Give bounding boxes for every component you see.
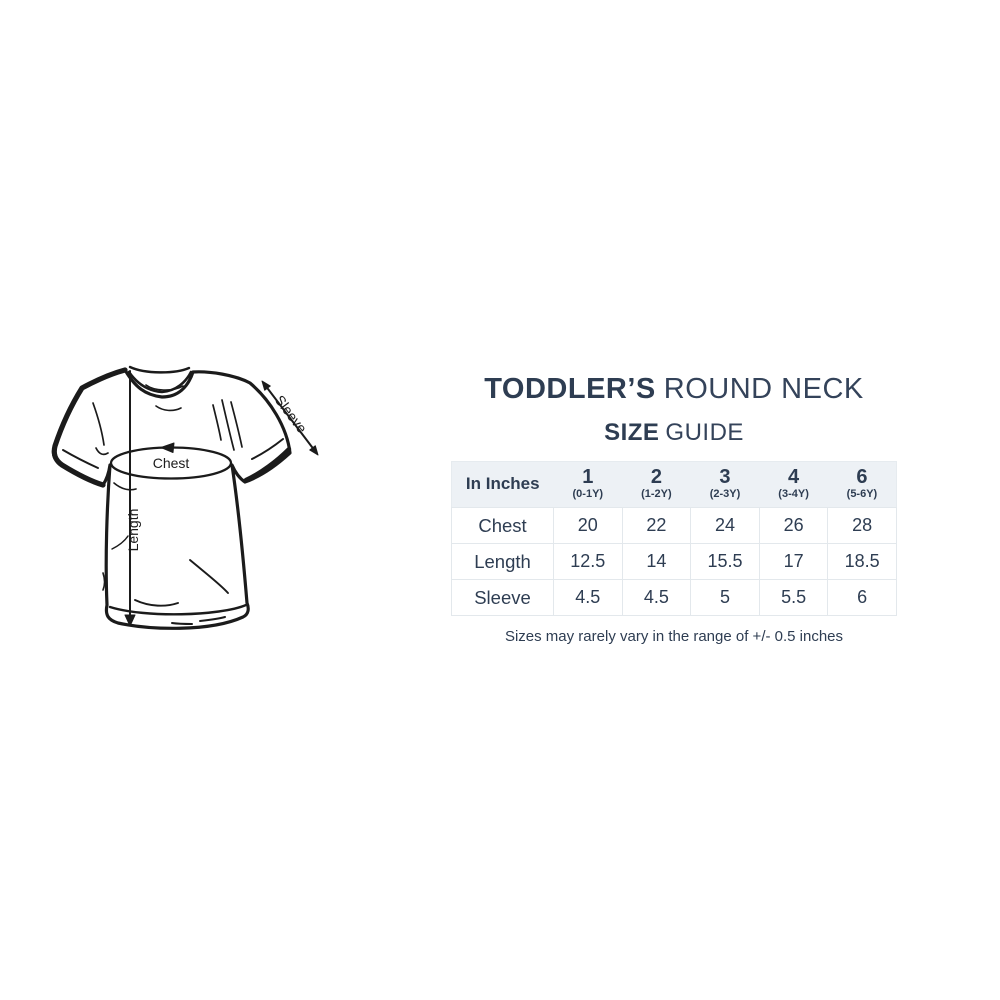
size-guide-subtitle: SIZE GUIDE bbox=[450, 421, 898, 445]
size-chart-table: In Inches 1 (0-1Y) 2 (1-2Y) 3 (2-3Y) bbox=[451, 461, 897, 616]
left-underarm-curl bbox=[95, 447, 109, 456]
chest-label: Chest bbox=[153, 455, 190, 471]
sleeve-value: 6 bbox=[827, 579, 897, 616]
collar-inner-arc bbox=[127, 370, 193, 394]
tshirt-measurement-diagram: Chest Length Sleeve bbox=[50, 355, 322, 645]
table-row-chest: Chest 20 22 24 26 28 bbox=[451, 507, 897, 544]
sleeve-value: 4.5 bbox=[621, 579, 692, 616]
under-collar-wrinkle bbox=[155, 405, 182, 412]
chest-value: 20 bbox=[553, 507, 623, 544]
sleeve-value: 4.5 bbox=[553, 579, 623, 616]
size-number: 6 bbox=[856, 466, 868, 488]
tshirt-right-cuff-stroke bbox=[243, 446, 292, 483]
size-number: 1 bbox=[582, 466, 594, 488]
body-fold-right bbox=[189, 559, 229, 594]
length-value: 18.5 bbox=[827, 543, 897, 580]
size-age-range: (2-3Y) bbox=[709, 488, 741, 500]
chest-value: 26 bbox=[758, 507, 829, 544]
hem-dash-2 bbox=[199, 616, 226, 622]
subtitle-light: GUIDE bbox=[665, 419, 744, 446]
body-fold-bottom bbox=[134, 599, 179, 607]
subtitle-bold: SIZE bbox=[604, 419, 660, 446]
unit-header-cell: In Inches bbox=[451, 461, 554, 508]
hem-dash-1 bbox=[171, 622, 193, 625]
size-variance-footnote: Sizes may rarely vary in the range of +/… bbox=[504, 628, 844, 645]
right-sleeve-fold-1 bbox=[212, 404, 222, 441]
length-leader-line bbox=[111, 535, 129, 550]
length-value: 15.5 bbox=[690, 543, 760, 580]
size-number: 4 bbox=[788, 466, 800, 488]
collar-shading-arc bbox=[145, 384, 184, 391]
sleeve-value: 5 bbox=[690, 579, 760, 616]
chest-value: 24 bbox=[690, 507, 760, 544]
page-title-bold: TODDLER’S bbox=[484, 373, 656, 405]
left-cuff-seam bbox=[62, 449, 99, 469]
size-column-header: 6 (5-6Y) bbox=[827, 461, 897, 508]
sleeve-measure-line bbox=[264, 384, 316, 452]
body-notch-left bbox=[102, 572, 106, 591]
row-label-sleeve: Sleeve bbox=[451, 579, 554, 616]
size-number: 3 bbox=[719, 466, 731, 488]
sleeve-value: 5.5 bbox=[758, 579, 829, 616]
sleeve-arrowhead-top bbox=[261, 380, 271, 391]
sleeve-arrowhead-bottom bbox=[309, 445, 319, 456]
chest-arrowhead bbox=[160, 442, 175, 453]
size-number: 2 bbox=[650, 466, 662, 488]
chest-value: 22 bbox=[621, 507, 692, 544]
length-value: 17 bbox=[758, 543, 829, 580]
table-row-length: Length 12.5 14 15.5 17 18.5 bbox=[451, 543, 897, 580]
tshirt-outline bbox=[51, 368, 292, 630]
page-title-light: ROUND NECK bbox=[663, 373, 864, 405]
size-column-header: 3 (2-3Y) bbox=[690, 461, 760, 508]
size-column-header: 4 (3-4Y) bbox=[759, 461, 828, 508]
chest-value: 28 bbox=[827, 507, 897, 544]
tshirt-diagram-svg: Chest Length Sleeve bbox=[51, 365, 319, 630]
right-sleeve-fold-3 bbox=[230, 401, 243, 448]
right-sleeve-fold-2 bbox=[221, 399, 235, 451]
tshirt-left-shoulder-stroke bbox=[51, 367, 128, 488]
page-title: TODDLER’S ROUND NECK bbox=[450, 374, 898, 404]
row-label-length: Length bbox=[451, 543, 554, 580]
size-column-header: 2 (1-2Y) bbox=[622, 461, 691, 508]
size-age-range: (3-4Y) bbox=[778, 488, 809, 500]
length-value: 14 bbox=[621, 543, 692, 580]
size-guide-panel: TODDLER’S ROUND NECK SIZE GUIDE In Inches … bbox=[450, 374, 898, 645]
size-chart-header-row: In Inches 1 (0-1Y) 2 (1-2Y) 3 (2-3Y) bbox=[451, 461, 897, 508]
size-age-range: (5-6Y) bbox=[846, 488, 878, 500]
row-label-chest: Chest bbox=[451, 507, 554, 544]
size-age-range: (1-2Y) bbox=[641, 488, 672, 500]
length-value: 12.5 bbox=[553, 543, 623, 580]
length-arrowhead bbox=[124, 614, 136, 627]
left-sleeve-fold bbox=[92, 402, 105, 446]
size-column-header: 1 (0-1Y) bbox=[553, 461, 623, 508]
body-fold-left bbox=[113, 482, 137, 491]
size-age-range: (0-1Y) bbox=[572, 488, 604, 500]
unit-header-label: In Inches bbox=[465, 474, 540, 493]
collar-back-arc bbox=[128, 365, 191, 374]
right-cuff-seam bbox=[251, 438, 284, 460]
hem-band-line bbox=[108, 603, 248, 616]
table-row-sleeve: Sleeve 4.5 4.5 5 5.5 6 bbox=[451, 579, 897, 616]
length-label: Length bbox=[125, 509, 141, 552]
